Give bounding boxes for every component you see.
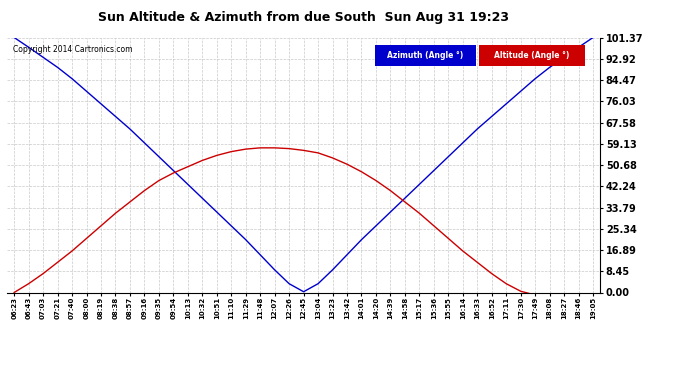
Text: Altitude (Angle °): Altitude (Angle °) bbox=[494, 51, 570, 60]
Text: Azimuth (Angle °): Azimuth (Angle °) bbox=[387, 51, 464, 60]
Text: Sun Altitude & Azimuth from due South  Sun Aug 31 19:23: Sun Altitude & Azimuth from due South Su… bbox=[98, 11, 509, 24]
Text: Copyright 2014 Cartronics.com: Copyright 2014 Cartronics.com bbox=[13, 45, 132, 54]
FancyBboxPatch shape bbox=[479, 45, 585, 66]
FancyBboxPatch shape bbox=[375, 45, 475, 66]
